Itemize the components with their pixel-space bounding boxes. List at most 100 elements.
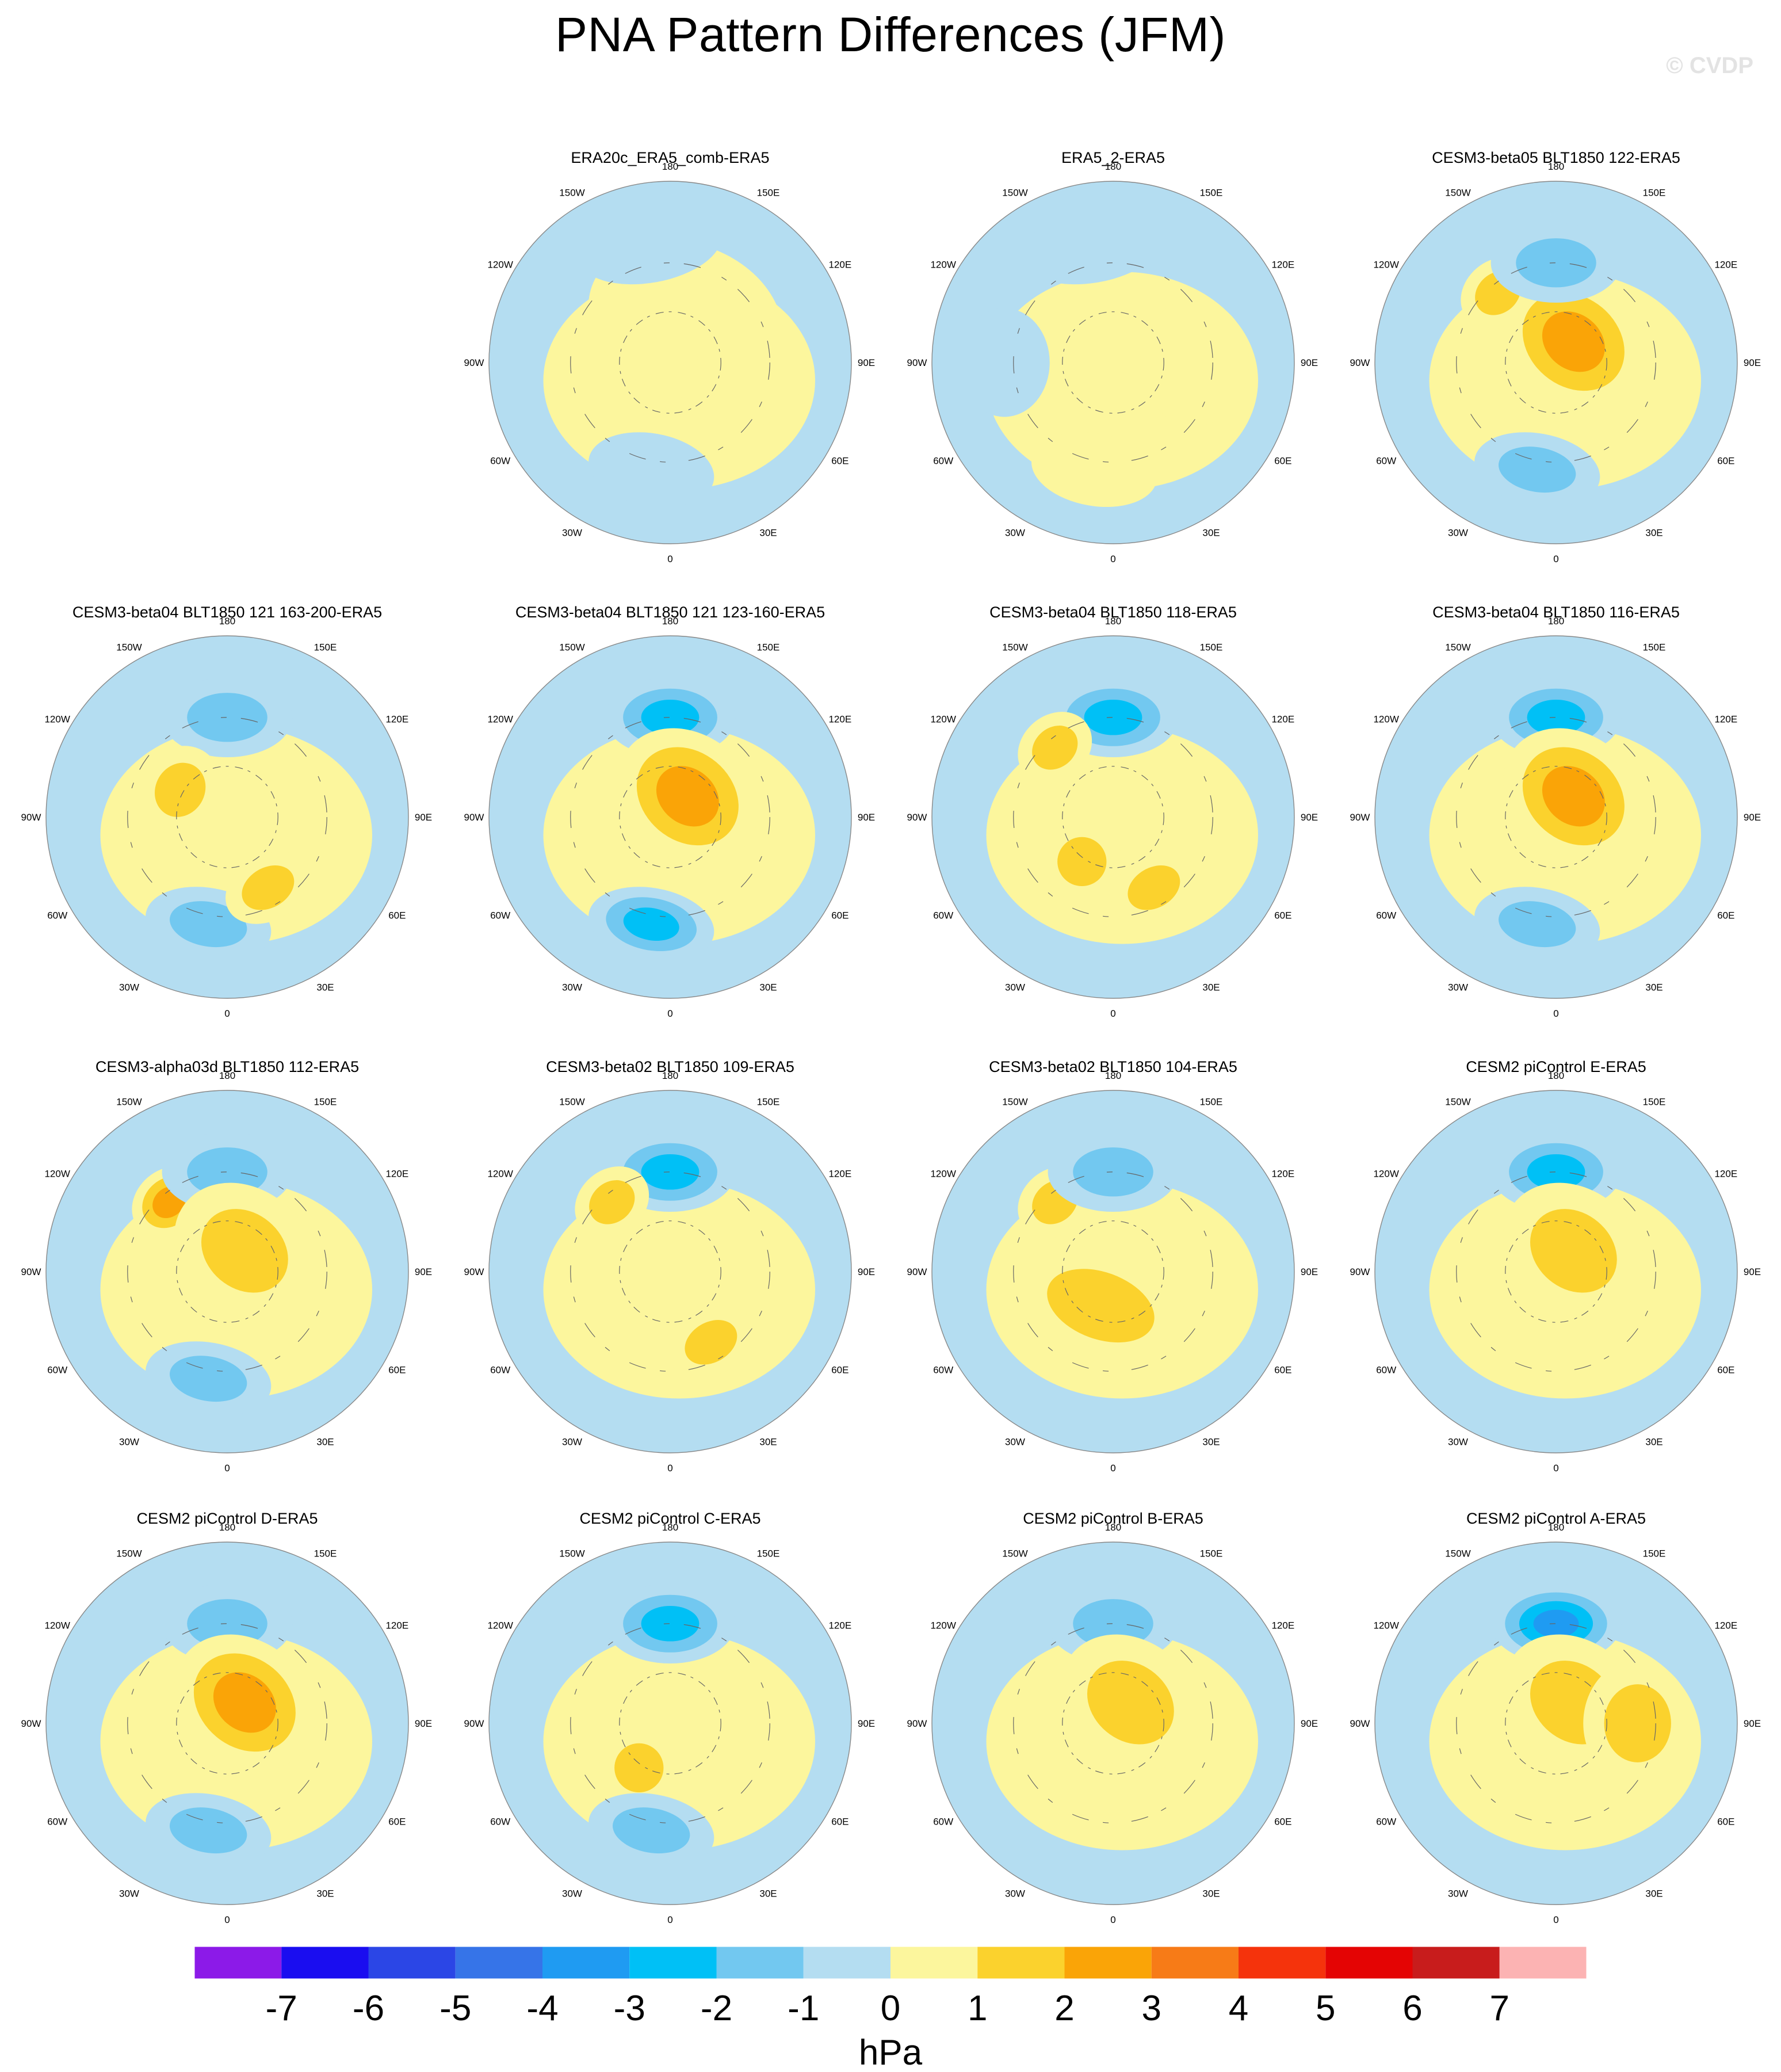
longitude-label: 30E bbox=[316, 1888, 334, 1899]
longitude-label: 150W bbox=[1445, 1097, 1470, 1108]
anomaly-contour bbox=[1140, 299, 1249, 426]
longitude-label: 90W bbox=[464, 357, 484, 368]
longitude-label: 120E bbox=[1271, 1169, 1294, 1180]
longitude-label: 60E bbox=[1274, 910, 1291, 921]
panel-title: CESM3-beta05 BLT1850 122-ERA5 bbox=[1432, 149, 1680, 166]
longitude-label: 120E bbox=[385, 714, 408, 725]
longitude-label: 60W bbox=[933, 1817, 953, 1827]
longitude-label: 30E bbox=[1202, 1436, 1220, 1447]
longitude-label: 120W bbox=[930, 1169, 956, 1180]
anomaly-contour bbox=[187, 693, 267, 742]
longitude-label: 180 bbox=[1548, 1522, 1564, 1533]
longitude-label: 30E bbox=[759, 527, 777, 538]
map-border bbox=[488, 1541, 852, 1905]
colorbar-swatch bbox=[1064, 1947, 1152, 1979]
longitude-label: 180 bbox=[1548, 161, 1564, 172]
anomaly-contour bbox=[623, 907, 679, 941]
longitude-label: 120W bbox=[487, 260, 513, 270]
longitude-label: 0 bbox=[1110, 1914, 1115, 1925]
longitude-label: 30W bbox=[119, 1888, 139, 1899]
longitude-label: 90W bbox=[464, 812, 484, 823]
coastline bbox=[1505, 311, 1607, 414]
colorbar-swatch bbox=[629, 1947, 717, 1979]
longitude-label: 150E bbox=[1643, 188, 1666, 199]
longitude-label: 150E bbox=[1643, 642, 1666, 653]
longitude-label: 90E bbox=[1744, 812, 1761, 823]
longitude-label: 60E bbox=[831, 1817, 849, 1827]
coastline bbox=[619, 311, 721, 414]
coastline bbox=[1456, 1623, 1656, 1823]
longitude-label: 30E bbox=[1645, 982, 1662, 993]
colorbar-swatch bbox=[803, 1947, 890, 1979]
coastline bbox=[1062, 1220, 1164, 1323]
longitude-label: 120W bbox=[930, 260, 956, 270]
longitude-label: 120E bbox=[1714, 260, 1737, 270]
anomaly-contour bbox=[1031, 432, 1157, 507]
colorbar-tick-label: -2 bbox=[701, 1989, 732, 2028]
longitude-label: 120E bbox=[828, 1169, 851, 1180]
longitude-label: 150W bbox=[559, 1097, 584, 1108]
longitude-label: 150E bbox=[1200, 1548, 1223, 1559]
longitude-label: 150E bbox=[757, 188, 780, 199]
longitude-label: 30W bbox=[1448, 1436, 1468, 1447]
panel-title: CESM2 piControl A-ERA5 bbox=[1466, 1510, 1646, 1527]
contour-field bbox=[932, 181, 1294, 544]
map-border bbox=[931, 181, 1295, 544]
longitude-label: 120W bbox=[487, 1169, 513, 1180]
anomaly-contour bbox=[1084, 699, 1142, 735]
longitude-label: 150E bbox=[314, 1548, 337, 1559]
anomaly-contour bbox=[613, 1807, 690, 1854]
longitude-label: 0 bbox=[224, 1914, 230, 1925]
colorbar-frame bbox=[194, 1946, 1587, 1979]
contour-field bbox=[932, 1090, 1294, 1453]
longitude-label: 150E bbox=[1200, 188, 1223, 199]
longitude-label: 120W bbox=[930, 1620, 956, 1631]
longitude-label: 30W bbox=[562, 1888, 582, 1899]
colorbar-tick-label: -6 bbox=[353, 1989, 384, 2028]
longitude-label: 30E bbox=[316, 1436, 334, 1447]
colorbar-swatch bbox=[194, 1947, 282, 1979]
anomaly-contour bbox=[641, 1154, 700, 1190]
panel-title: CESM2 piControl E-ERA5 bbox=[1466, 1058, 1646, 1075]
anomaly-contour bbox=[1073, 1147, 1153, 1197]
anomaly-contour bbox=[656, 766, 719, 827]
anomaly-contour bbox=[697, 299, 807, 426]
coastline bbox=[1062, 1672, 1164, 1775]
longitude-label: 60E bbox=[1717, 1365, 1734, 1376]
anomaly-contour bbox=[685, 1320, 737, 1365]
contour-field bbox=[46, 636, 408, 998]
longitude-label: 90W bbox=[1350, 1266, 1370, 1277]
anomaly-contour bbox=[1499, 901, 1576, 948]
longitude-label: 60W bbox=[933, 1365, 953, 1376]
anomaly-contour bbox=[588, 432, 714, 507]
longitude-label: 150E bbox=[1200, 642, 1223, 653]
longitude-label: 120E bbox=[1714, 714, 1737, 725]
longitude-label: 180 bbox=[1105, 1522, 1121, 1533]
longitude-label: 30W bbox=[562, 1436, 582, 1447]
anomaly-contour bbox=[1128, 865, 1180, 910]
map-border bbox=[1374, 635, 1738, 999]
longitude-label: 30W bbox=[1448, 527, 1468, 538]
colorbar-swatch bbox=[1412, 1947, 1500, 1979]
longitude-label: 180 bbox=[662, 1070, 678, 1081]
longitude-label: 60W bbox=[490, 910, 510, 921]
longitude-label: 60E bbox=[1274, 456, 1291, 467]
longitude-label: 0 bbox=[1110, 554, 1115, 564]
longitude-label: 150W bbox=[559, 642, 584, 653]
coastline bbox=[1456, 262, 1656, 463]
map-panels: ERA20c_ERA5_comb-ERA5180150E120E90E60E30… bbox=[21, 149, 1761, 1925]
longitude-label: 120E bbox=[1714, 1169, 1737, 1180]
map-border bbox=[45, 1541, 409, 1905]
anomaly-contour bbox=[1087, 1661, 1174, 1745]
longitude-label: 60E bbox=[1717, 456, 1734, 467]
longitude-label: 150W bbox=[116, 1548, 142, 1559]
anomaly-contour bbox=[1527, 699, 1585, 735]
longitude-label: 120E bbox=[1271, 714, 1294, 725]
